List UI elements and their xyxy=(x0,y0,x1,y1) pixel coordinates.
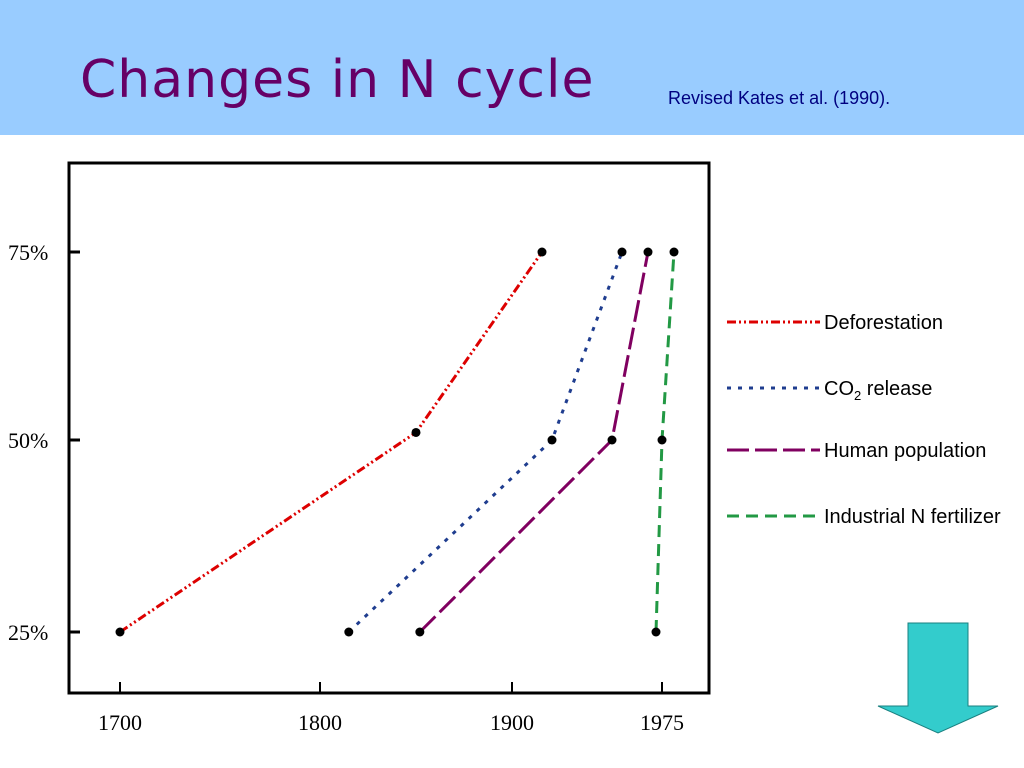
legend-label: CO2 release xyxy=(824,378,932,403)
down-arrow-icon[interactable] xyxy=(877,622,999,734)
y-tick-label: 25% xyxy=(8,620,48,645)
legend-label: Human population xyxy=(824,440,986,462)
data-point xyxy=(415,627,425,637)
data-point xyxy=(547,435,557,445)
series-line xyxy=(347,251,624,634)
data-point xyxy=(537,247,547,257)
y-tick-label: 50% xyxy=(8,428,48,453)
data-point xyxy=(651,627,661,637)
legend: Deforestation CO2 release Human population… xyxy=(727,312,1001,528)
data-point xyxy=(669,247,679,257)
x-tick-label: 1800 xyxy=(298,710,342,735)
data-point xyxy=(115,627,125,637)
legend-label: Industrial N fertilizer xyxy=(824,506,1001,528)
data-point xyxy=(607,435,617,445)
series-line xyxy=(119,251,544,634)
slide-header xyxy=(0,0,1024,135)
x-axis: 1700 1800 1900 1975 xyxy=(98,682,684,735)
data-point xyxy=(411,427,421,437)
slide-subtitle: Revised Kates et al. (1990). xyxy=(668,88,891,108)
slide-title: Changes in N cycle xyxy=(80,50,595,110)
legend-label: Deforestation xyxy=(824,312,943,334)
x-tick-label: 1900 xyxy=(490,710,534,735)
data-point xyxy=(643,247,653,257)
y-tick-label: 75% xyxy=(8,240,48,265)
x-tick-label: 1975 xyxy=(640,710,684,735)
y-axis: 25% 50% 75% xyxy=(8,240,80,645)
data-point xyxy=(657,435,667,445)
x-tick-label: 1700 xyxy=(98,710,142,735)
series-group xyxy=(115,247,679,637)
plot-frame xyxy=(67,161,711,695)
data-point xyxy=(344,627,354,637)
data-point xyxy=(617,247,627,257)
